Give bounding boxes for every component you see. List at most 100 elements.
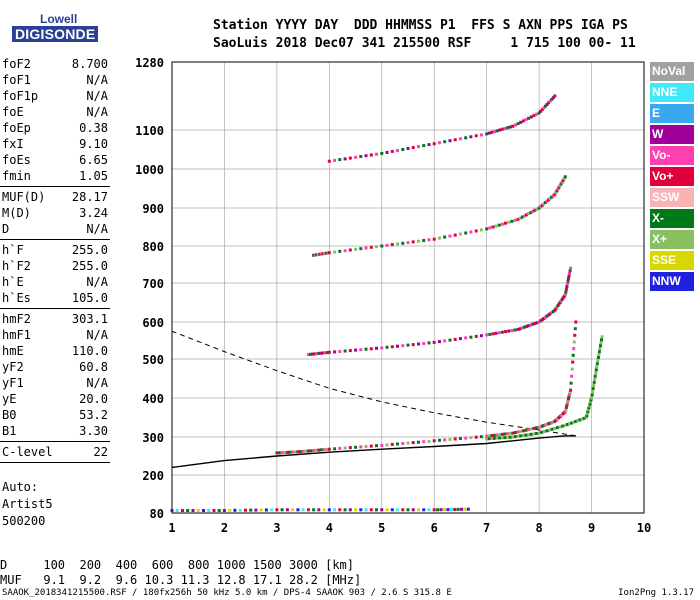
trace-point [540, 430, 544, 434]
param-row: hmE 110.0 [0, 343, 110, 359]
trace-point [511, 435, 515, 439]
trace-point [490, 434, 494, 438]
trace-point [494, 224, 498, 228]
trace-point [314, 448, 318, 452]
trace-point [323, 251, 327, 255]
trace-point [570, 421, 574, 425]
trace-point [288, 450, 292, 454]
trace-point [582, 416, 586, 420]
trace-point [321, 351, 325, 355]
trace-point [390, 508, 394, 512]
trace-point [557, 302, 561, 306]
trace-point [202, 509, 205, 512]
trace-point [322, 508, 326, 512]
trace-point [525, 213, 528, 217]
trace-point [469, 135, 473, 139]
trace-point [588, 402, 592, 406]
trace-point [504, 330, 507, 334]
trace-point [490, 437, 494, 440]
param-name: foE [2, 105, 24, 119]
param-name: hmF1 [2, 328, 31, 342]
trace-point [375, 444, 378, 448]
trace-point [439, 508, 443, 512]
trace-point [443, 235, 447, 239]
trace-point [551, 96, 555, 100]
y-tick-label: 1100 [135, 124, 164, 138]
trace-point [500, 127, 504, 131]
param-row: hmF2 303.1 [0, 311, 110, 327]
trace-point [385, 243, 389, 247]
trace-point [532, 426, 536, 430]
trace-point [498, 436, 502, 440]
trace-point [422, 342, 426, 345]
trace-point [474, 435, 478, 439]
auto-label: Auto: [2, 480, 39, 494]
trace-point [311, 352, 315, 356]
trace-point [566, 399, 570, 403]
trace-point [495, 436, 499, 440]
trace-point [338, 508, 342, 512]
true-height-profile [171, 435, 576, 469]
trace-point [296, 450, 300, 454]
trace-point [364, 246, 368, 250]
param-value: 28.17 [71, 190, 108, 204]
param-value: 303.1 [71, 312, 108, 326]
trace-point [369, 444, 373, 448]
trace-point [411, 240, 415, 244]
x-tick-label: 6 [431, 521, 438, 535]
trace-point [529, 115, 533, 119]
trace-point [495, 433, 499, 437]
trace-point [396, 508, 399, 512]
trace-point [550, 421, 554, 425]
trace-point [510, 219, 514, 223]
trace-point [556, 187, 560, 191]
trace-point [380, 508, 384, 512]
trace-point [453, 233, 457, 237]
trace-point [417, 508, 420, 512]
param-value: N/A [86, 222, 108, 236]
legend-item-sse: SSE [650, 251, 694, 270]
trace-point [181, 509, 184, 512]
trace-point [548, 421, 552, 425]
param-name: foEs [2, 153, 31, 167]
trace-point [485, 333, 489, 337]
trace-point [497, 331, 501, 335]
param-name: foF1 [2, 73, 31, 87]
trace-point [594, 371, 598, 375]
trace-point [562, 294, 566, 298]
param-name: D [2, 222, 10, 236]
trace-point [417, 440, 420, 444]
trace-point [456, 507, 460, 511]
trace-point [278, 451, 281, 455]
trace-point [565, 285, 569, 288]
trace-point [320, 448, 323, 452]
trace-point [432, 237, 436, 241]
trace-point [317, 351, 321, 355]
trace-point [170, 509, 174, 512]
trace-point [243, 508, 247, 512]
trace-point [474, 134, 478, 138]
trace-point [285, 508, 289, 512]
footer-version: Ion2Png 1.3.17 [618, 588, 694, 598]
trace-point [333, 447, 337, 451]
trace-point [568, 269, 572, 273]
trace-point [548, 196, 552, 200]
param-value: 110.0 [71, 344, 108, 358]
trace-point [543, 423, 547, 427]
y-tick-label: 700 [142, 277, 164, 291]
trace-point [222, 509, 226, 512]
legend-item-nnw: NNW [650, 272, 694, 291]
trace-point [542, 106, 546, 110]
param-row: foEp 0.38 [0, 120, 110, 136]
y-tick-label: 1000 [135, 163, 164, 177]
trace-point [401, 508, 405, 512]
trace-point [587, 406, 591, 410]
trace-point [285, 450, 289, 454]
trace-point [233, 508, 237, 512]
x-tick-label: 3 [273, 521, 280, 535]
trace-point [369, 245, 373, 249]
trace-point [327, 159, 331, 163]
param-name: foEp [2, 121, 31, 135]
trace-point [306, 353, 310, 357]
